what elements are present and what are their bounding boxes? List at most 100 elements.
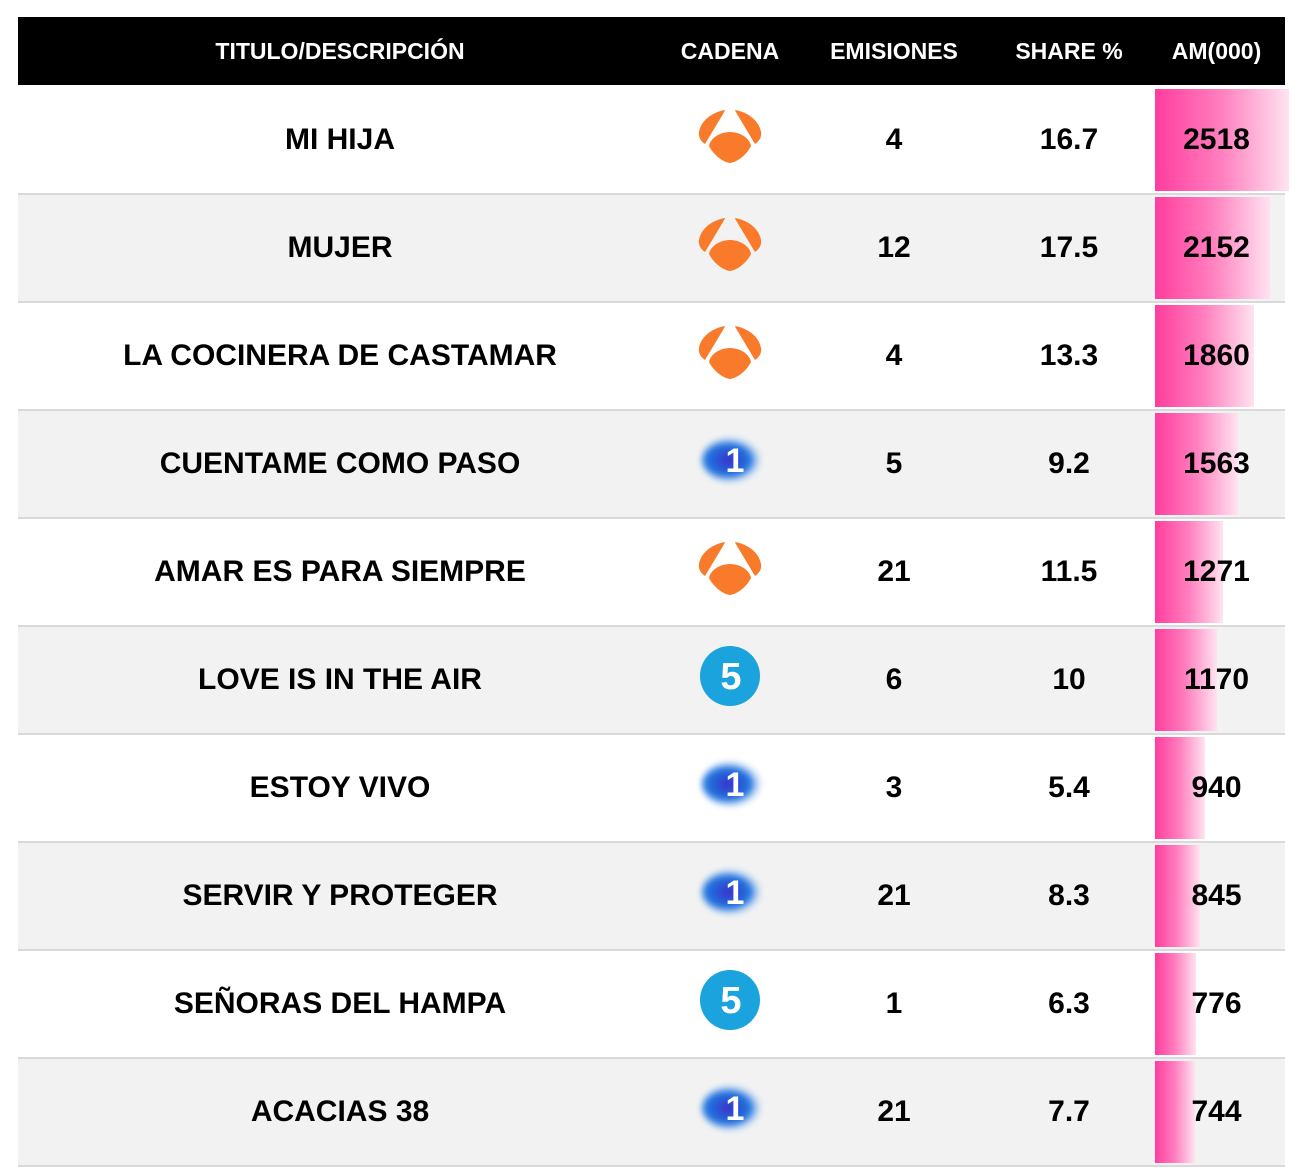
audience-data-bar (1155, 197, 1270, 299)
share-value: 5.4 (1048, 771, 1090, 804)
broadcasts-value: 12 (877, 231, 911, 264)
la1-logo-icon: 1 (695, 1078, 769, 1138)
audience-cell: 2152 (1148, 195, 1285, 301)
audience-value: 776 (1191, 987, 1242, 1020)
table-row: AMAR ES PARA SIEMPRE 21 11.5 1271 (18, 519, 1285, 627)
table-row: ESTOY VIVO 1 3 5.4 940 (18, 735, 1285, 843)
audience-data-bar (1155, 1061, 1195, 1163)
share-value: 8.3 (1048, 879, 1090, 912)
audience-value: 845 (1191, 879, 1242, 912)
share-value: 17.5 (1039, 231, 1099, 264)
broadcasts-value: 21 (877, 879, 911, 912)
share-value: 6.3 (1048, 987, 1090, 1020)
show-title: SEÑORAS DEL HAMPA (173, 987, 507, 1020)
show-title: ESTOY VIVO (249, 771, 431, 804)
show-title: AMAR ES PARA SIEMPRE (154, 555, 526, 588)
table-row: SERVIR Y PROTEGER 1 21 8.3 845 (18, 843, 1285, 951)
channel-cell (662, 214, 798, 282)
show-title: SERVIR Y PROTEGER (182, 879, 498, 912)
channel-cell: 1 (662, 862, 798, 930)
audience-cell: 2518 (1148, 87, 1289, 193)
broadcasts-value: 21 (877, 1095, 911, 1128)
antena3-logo-icon (695, 106, 765, 166)
table-row: MI HIJA 4 16.7 2518 (18, 87, 1289, 195)
table-row: SEÑORAS DEL HAMPA 5 1 6.3 776 (18, 951, 1285, 1059)
la1-logo-icon: 1 (695, 430, 769, 490)
table-row: ACACIAS 38 1 21 7.7 744 (18, 1059, 1285, 1167)
svg-text:1: 1 (726, 874, 745, 912)
broadcasts-value: 4 (885, 123, 903, 156)
share-value: 9.2 (1048, 447, 1090, 480)
channel-cell: 1 (662, 1078, 798, 1146)
antena3-logo-icon (695, 214, 765, 274)
audience-value: 744 (1191, 1095, 1242, 1128)
show-title: CUENTAME COMO PASO (159, 447, 521, 480)
channel-cell: 1 (662, 754, 798, 822)
broadcasts-value: 4 (885, 339, 903, 372)
table-row: MUJER 12 17.5 2152 (18, 195, 1285, 303)
header-title: TITULO/DESCRIPCIÓN (215, 37, 465, 64)
header-share: SHARE % (1015, 37, 1123, 64)
channel-cell: 5 (662, 970, 798, 1038)
show-title: MUJER (287, 231, 393, 264)
audience-value: 940 (1191, 771, 1242, 804)
audience-cell: 776 (1148, 951, 1285, 1057)
svg-text:1: 1 (726, 1090, 745, 1128)
show-title: LOVE IS IN THE AIR (198, 663, 482, 696)
audience-value: 2518 (1183, 123, 1250, 156)
audience-data-bar (1155, 89, 1289, 191)
share-value: 7.7 (1048, 1095, 1090, 1128)
audience-cell: 744 (1148, 1059, 1285, 1165)
header-channel: CADENA (680, 37, 780, 64)
broadcasts-value: 5 (885, 447, 903, 480)
ratings-table: TITULO/DESCRIPCIÓN CADENA EMISIONES SHAR… (18, 17, 1289, 1167)
channel-cell (662, 538, 798, 606)
audience-cell: 1170 (1148, 627, 1285, 733)
broadcasts-value: 6 (885, 663, 903, 696)
svg-text:5: 5 (720, 656, 741, 698)
audience-value: 1563 (1183, 447, 1250, 480)
share-value: 16.7 (1039, 123, 1099, 156)
audience-cell: 845 (1148, 843, 1285, 949)
show-title: MI HIJA (284, 123, 395, 156)
show-title: LA COCINERA DE CASTAMAR (123, 339, 557, 372)
audience-data-bar (1155, 845, 1200, 947)
svg-text:1: 1 (726, 442, 745, 480)
audience-cell: 1271 (1148, 519, 1285, 625)
audience-data-bar (1155, 521, 1223, 623)
svg-text:1: 1 (726, 766, 745, 804)
show-title: ACACIAS 38 (250, 1095, 430, 1128)
audience-data-bar (1155, 737, 1206, 839)
channel-cell: 1 (662, 430, 798, 498)
audience-value: 2152 (1183, 231, 1250, 264)
telecinco-logo-icon: 5 (695, 970, 765, 1030)
audience-cell: 940 (1148, 735, 1285, 841)
table-row: LA COCINERA DE CASTAMAR 4 13.3 1860 (18, 303, 1285, 411)
audience-data-bar (1155, 629, 1218, 731)
broadcasts-value: 1 (885, 987, 903, 1020)
la1-logo-icon: 1 (695, 862, 769, 922)
table-body: MI HIJA 4 16.7 2518 MUJER 12 17.5 2152 L… (18, 87, 1289, 1167)
audience-value: 1170 (1183, 663, 1250, 696)
channel-cell (662, 106, 798, 174)
audience-data-bar (1155, 413, 1239, 515)
audience-cell: 1563 (1148, 411, 1285, 517)
antena3-logo-icon (695, 538, 765, 598)
header-broadcasts: EMISIONES (830, 37, 958, 64)
telecinco-logo-icon: 5 (695, 646, 765, 706)
header-audience: AM(000) (1171, 37, 1262, 64)
share-value: 10 (1052, 663, 1086, 696)
svg-text:5: 5 (720, 980, 741, 1022)
broadcasts-value: 3 (885, 771, 903, 804)
antena3-logo-icon (695, 322, 765, 382)
audience-data-bar (1155, 953, 1197, 1055)
audience-value: 1271 (1183, 555, 1250, 588)
table-row: LOVE IS IN THE AIR 5 6 10 1170 (18, 627, 1285, 735)
channel-cell: 5 (662, 646, 798, 714)
audience-data-bar (1155, 305, 1254, 407)
audience-cell: 1860 (1148, 303, 1285, 409)
share-value: 11.5 (1040, 555, 1098, 588)
share-value: 13.3 (1039, 339, 1099, 372)
broadcasts-value: 21 (877, 555, 911, 588)
table-header: TITULO/DESCRIPCIÓN CADENA EMISIONES SHAR… (18, 17, 1285, 85)
